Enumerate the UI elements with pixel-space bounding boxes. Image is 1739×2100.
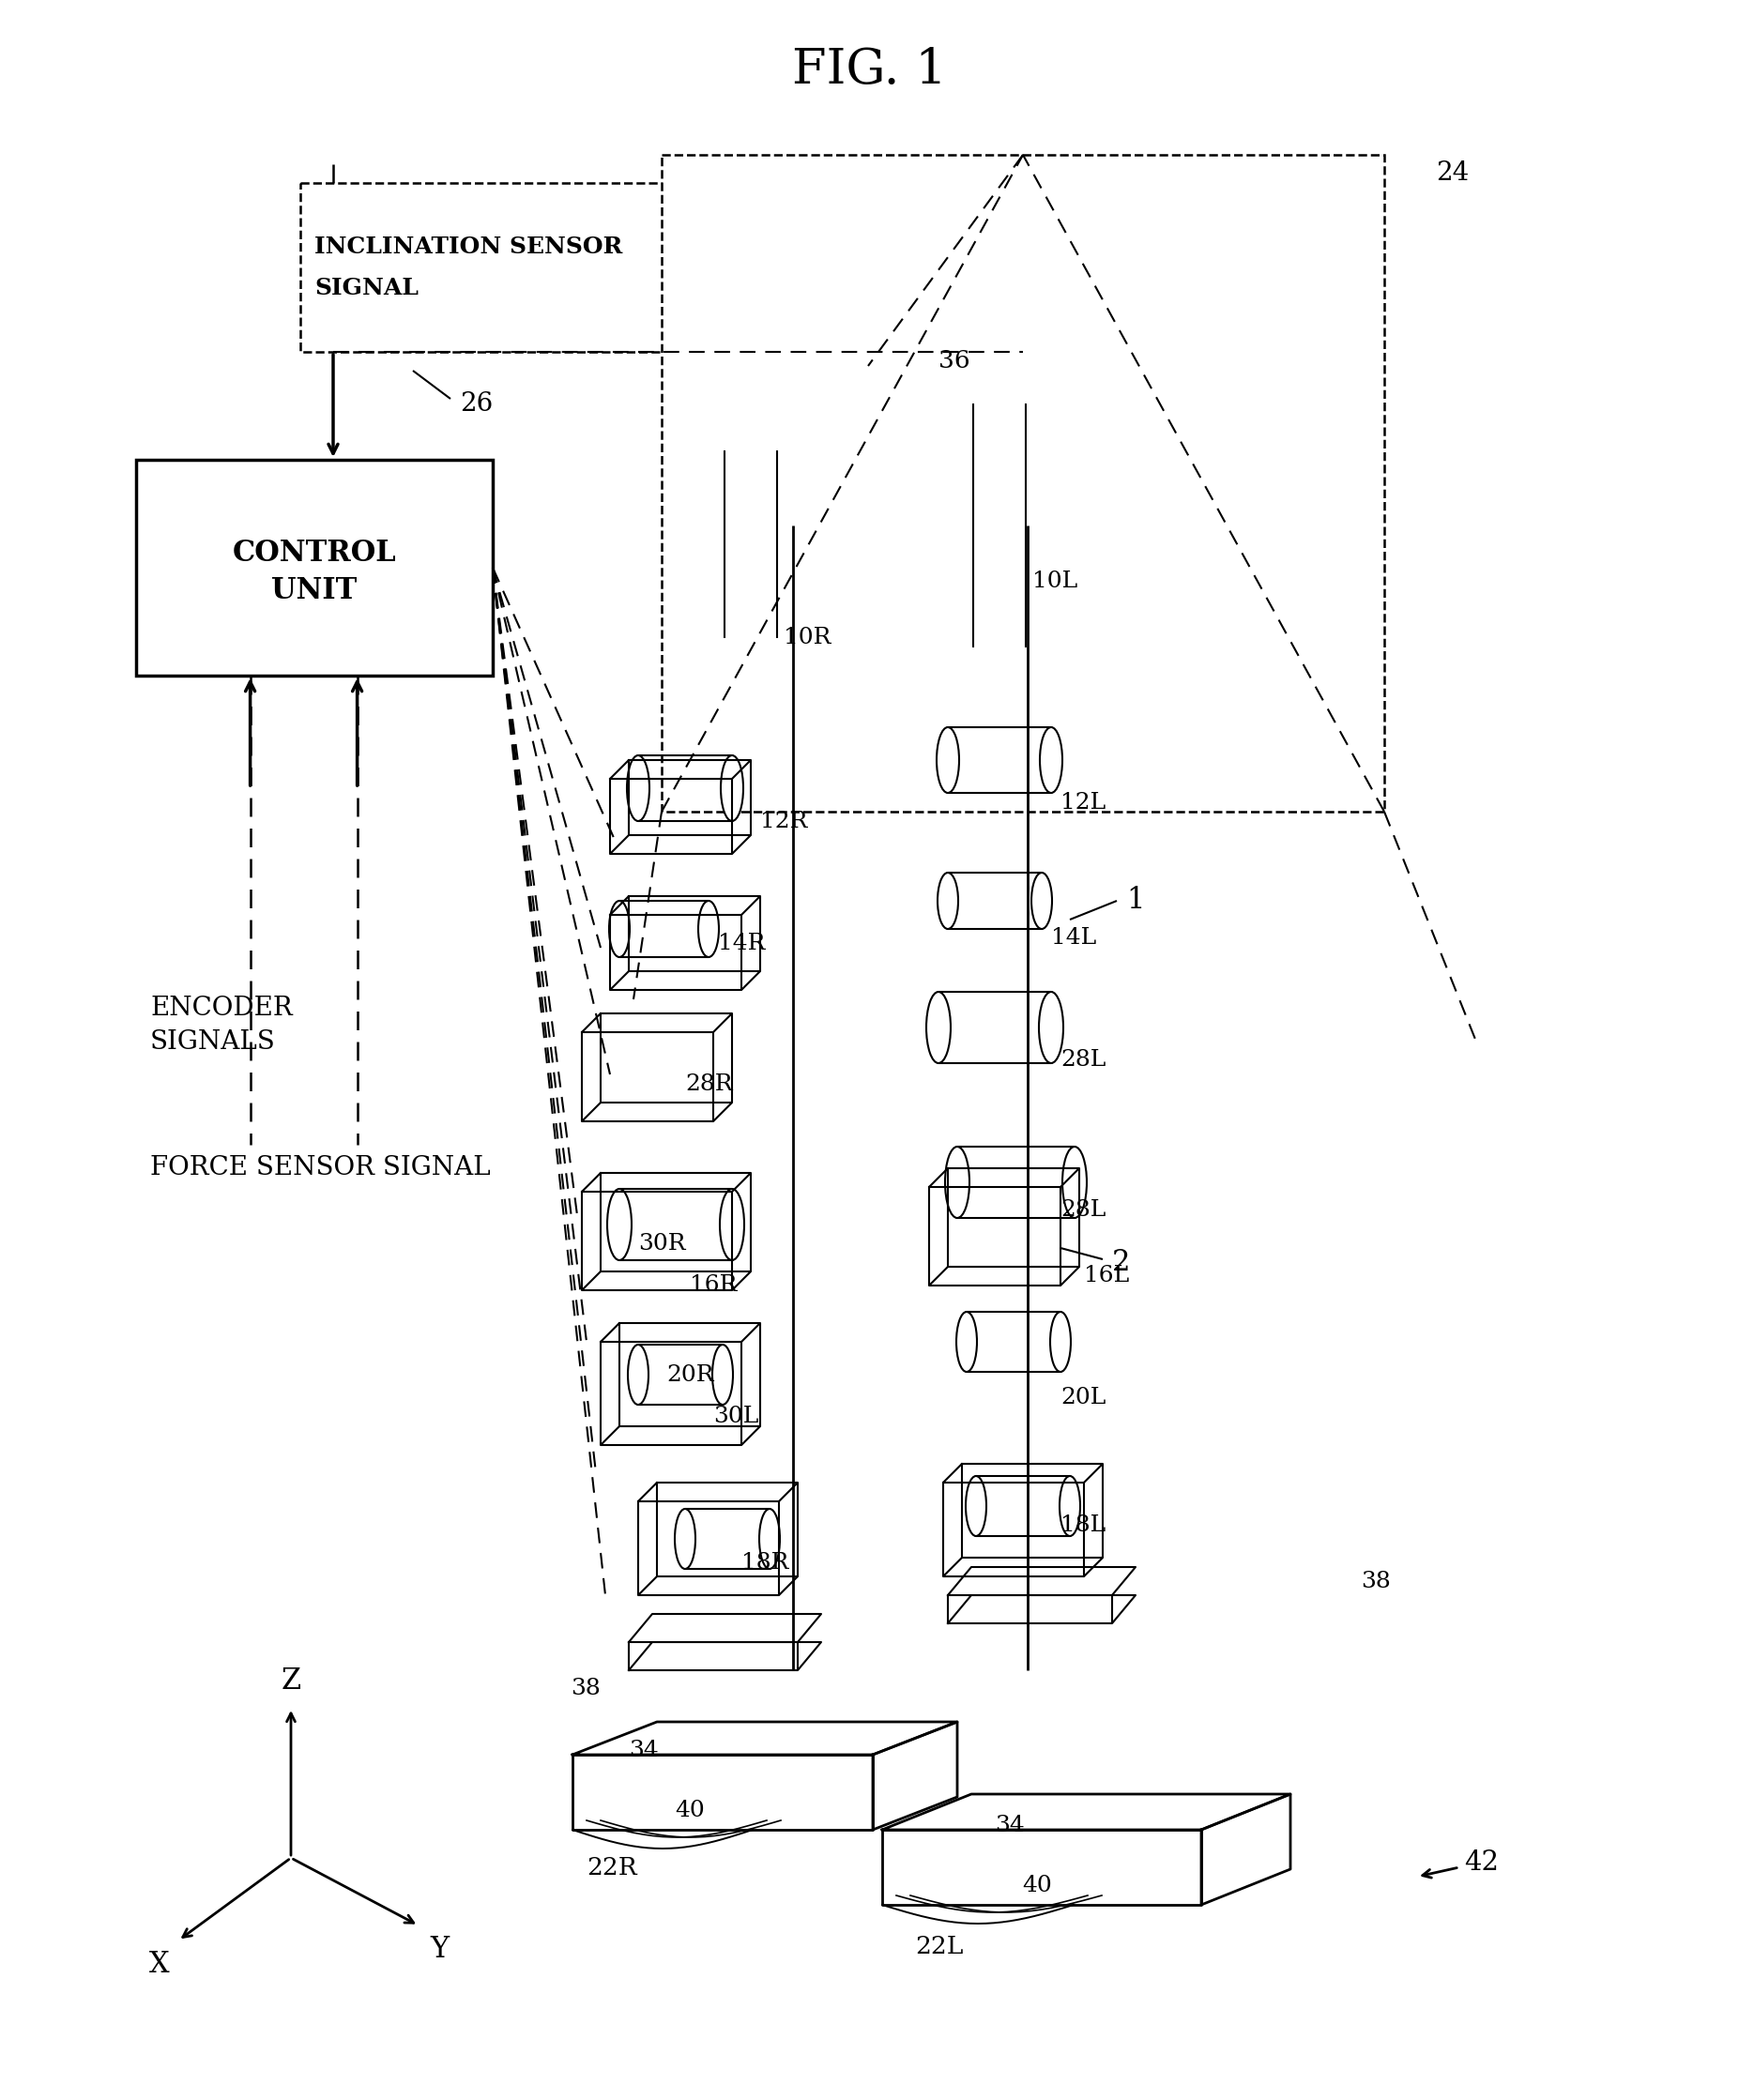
Ellipse shape	[1063, 1147, 1087, 1218]
Text: 34: 34	[995, 1814, 1024, 1835]
Text: 16R: 16R	[690, 1275, 737, 1296]
Text: 12R: 12R	[760, 811, 807, 832]
Ellipse shape	[626, 756, 649, 821]
Text: 20R: 20R	[666, 1363, 713, 1386]
Text: 42: 42	[1464, 1850, 1499, 1875]
Text: X: X	[150, 1949, 170, 1978]
Text: CONTROL: CONTROL	[233, 540, 396, 569]
Ellipse shape	[974, 638, 1026, 657]
Text: 14L: 14L	[1050, 928, 1096, 949]
Ellipse shape	[725, 628, 777, 647]
Text: 18L: 18L	[1061, 1514, 1106, 1535]
Text: Y: Y	[430, 1934, 449, 1963]
Ellipse shape	[1040, 727, 1063, 794]
Bar	[826, 365, 909, 441]
Ellipse shape	[944, 1147, 969, 1218]
Ellipse shape	[974, 395, 1026, 414]
Text: 14R: 14R	[718, 932, 765, 953]
Ellipse shape	[699, 901, 718, 958]
Ellipse shape	[956, 1312, 977, 1371]
Text: 2: 2	[1113, 1247, 1130, 1277]
Text: 24: 24	[1436, 162, 1469, 187]
Ellipse shape	[760, 1508, 779, 1569]
Ellipse shape	[1038, 991, 1063, 1063]
Text: 22R: 22R	[586, 1856, 636, 1880]
Text: 38: 38	[1362, 1571, 1391, 1592]
Ellipse shape	[713, 1344, 732, 1405]
Text: 30L: 30L	[713, 1407, 758, 1428]
Bar	[301, 183, 1116, 353]
Ellipse shape	[725, 441, 777, 460]
Text: Z: Z	[282, 1667, 301, 1697]
Text: 28L: 28L	[1061, 1199, 1106, 1222]
Ellipse shape	[927, 991, 951, 1063]
Text: 28R: 28R	[685, 1073, 732, 1094]
Ellipse shape	[609, 901, 630, 958]
Text: INCLINATION SENSOR: INCLINATION SENSOR	[315, 235, 623, 258]
Text: SIGNAL: SIGNAL	[315, 277, 419, 300]
Ellipse shape	[607, 1189, 631, 1260]
Text: 30R: 30R	[638, 1233, 685, 1254]
Text: 1: 1	[1127, 886, 1144, 916]
Ellipse shape	[1031, 874, 1052, 928]
Text: 40: 40	[675, 1800, 704, 1823]
Text: 12L: 12L	[1061, 792, 1106, 813]
Text: SIGNALS: SIGNALS	[150, 1029, 277, 1054]
Text: 10R: 10R	[784, 628, 831, 649]
Text: UNIT: UNIT	[271, 578, 356, 605]
Text: 38: 38	[570, 1678, 600, 1699]
Text: 34: 34	[630, 1739, 659, 1760]
Ellipse shape	[720, 1189, 744, 1260]
Text: 22L: 22L	[915, 1936, 963, 1959]
Text: 18R: 18R	[741, 1552, 790, 1573]
Ellipse shape	[937, 874, 958, 928]
Text: 40: 40	[1023, 1875, 1052, 1896]
Text: 26: 26	[459, 391, 492, 416]
Bar	[661, 155, 1384, 813]
Ellipse shape	[720, 756, 743, 821]
Ellipse shape	[628, 1344, 649, 1405]
Ellipse shape	[965, 1476, 986, 1535]
Text: 16L: 16L	[1083, 1266, 1129, 1287]
Ellipse shape	[1050, 1312, 1071, 1371]
Ellipse shape	[937, 727, 960, 794]
Text: FORCE SENSOR SIGNAL: FORCE SENSOR SIGNAL	[150, 1155, 490, 1180]
Text: FIG. 1: FIG. 1	[791, 46, 946, 94]
Bar	[840, 380, 896, 433]
Text: 36: 36	[939, 349, 970, 374]
Ellipse shape	[1059, 1476, 1080, 1535]
Text: 20L: 20L	[1061, 1388, 1106, 1409]
Text: ENCODER: ENCODER	[150, 995, 292, 1021]
Bar	[136, 460, 492, 676]
Text: 28L: 28L	[1061, 1050, 1106, 1071]
Ellipse shape	[675, 1508, 696, 1569]
Text: 10L: 10L	[1033, 571, 1078, 592]
